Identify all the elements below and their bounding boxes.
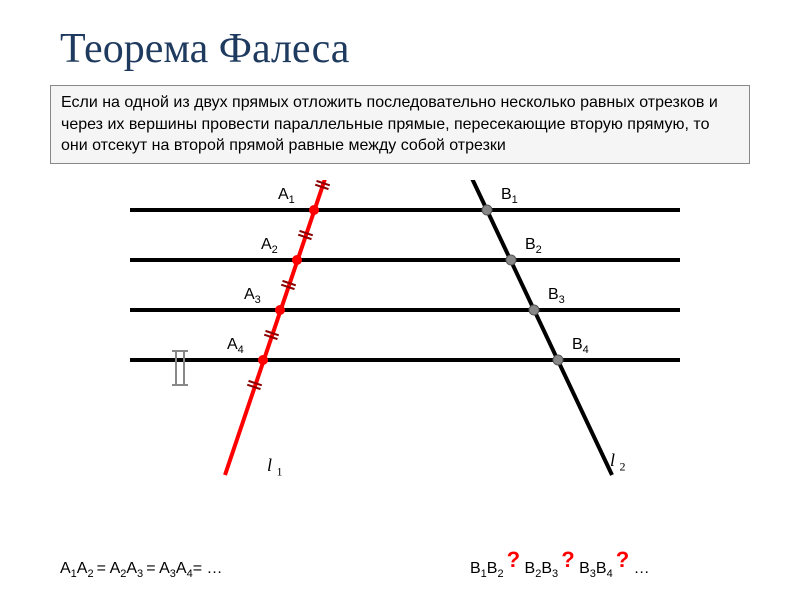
point-a2-label: A2 — [261, 236, 278, 256]
point-a1-label: A1 — [278, 186, 295, 206]
point-b1-label: B1 — [501, 186, 518, 206]
point-b3-label: B3 — [548, 286, 565, 306]
theorem-statement: Если на одной из двух прямых отложить по… — [50, 85, 750, 164]
point-a4-label: A4 — [227, 336, 244, 356]
point-b2-label: B2 — [525, 236, 542, 256]
equality-bracket-icon — [170, 345, 200, 396]
thales-diagram — [0, 180, 800, 520]
point-b4-label: B4 — [572, 336, 589, 356]
point-a3-label: A3 — [244, 286, 261, 306]
bottom-equation-b: B1B2 ? B2B3 ? B3B4 ? … — [470, 553, 650, 580]
page-title: Теорема Фалеса — [60, 25, 349, 73]
line-l2-label: l 2 — [610, 450, 626, 475]
bottom-equation-a: A1A2 = A2A3 = A3A4= … — [60, 560, 223, 580]
line-l1-label: l 1 — [267, 455, 283, 480]
